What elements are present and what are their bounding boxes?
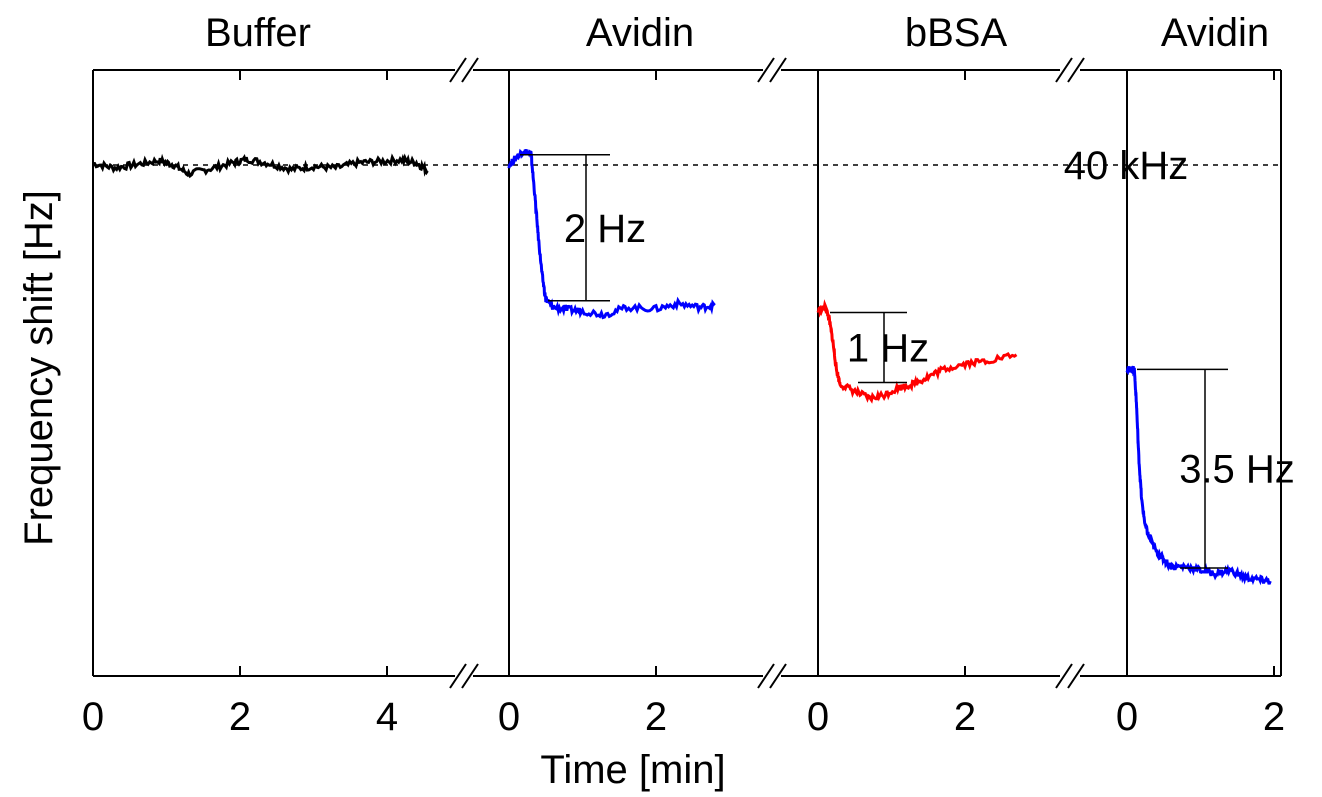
x-tick-label: 2 xyxy=(645,695,667,739)
panel-title: bBSA xyxy=(905,11,1008,55)
x-tick-label: 2 xyxy=(229,695,251,739)
x-tick-label: 2 xyxy=(954,695,976,739)
reference-layer: 40 kHz xyxy=(93,144,1281,188)
axis-break-mark xyxy=(1055,663,1073,689)
x-axis-label: Time [min] xyxy=(540,748,725,792)
annotation-label: 1 Hz xyxy=(847,327,929,371)
panel-title: Avidin xyxy=(586,11,694,55)
axis-break-mark xyxy=(1055,57,1073,83)
axis-break-mark xyxy=(757,663,775,689)
axis-break-mark xyxy=(769,57,787,83)
axis-break-mark xyxy=(1067,57,1085,83)
x-tick-label: 0 xyxy=(498,695,520,739)
series-line xyxy=(92,153,429,179)
series-line xyxy=(1125,365,1272,586)
y-axis-label: Frequency shift [Hz] xyxy=(17,190,61,546)
panel-title: Avidin xyxy=(1161,11,1269,55)
axis-break-mark xyxy=(757,57,775,83)
axis-break-mark xyxy=(1067,663,1085,689)
axis-break-mark xyxy=(461,663,479,689)
series-layer xyxy=(92,148,1272,586)
x-tick-label: 0 xyxy=(82,695,104,739)
x-tick-label: 4 xyxy=(376,695,398,739)
annotation-label: 3.5 Hz xyxy=(1179,448,1295,492)
series-line xyxy=(507,148,716,320)
x-tick-label: 2 xyxy=(1263,695,1285,739)
series-line xyxy=(816,299,1018,404)
annotation-label: 2 Hz xyxy=(564,207,646,251)
axis-break-mark xyxy=(461,57,479,83)
axis-break-mark xyxy=(769,663,787,689)
x-tick-label: 0 xyxy=(1116,695,1138,739)
annotation-layer: 2 Hz 1 Hz 3.5 Hz xyxy=(520,154,1295,569)
tick-layer: Buffer 0 2 4 Avidin 0 2 bBSA 0 2 Avidin 0 2 xyxy=(82,11,1285,739)
x-tick-label: 0 xyxy=(807,695,829,739)
panel-title: Buffer xyxy=(205,11,311,55)
axis-break-mark xyxy=(449,663,467,689)
reference-line-label: 40 kHz xyxy=(1064,144,1189,188)
axis-break-mark xyxy=(449,57,467,83)
